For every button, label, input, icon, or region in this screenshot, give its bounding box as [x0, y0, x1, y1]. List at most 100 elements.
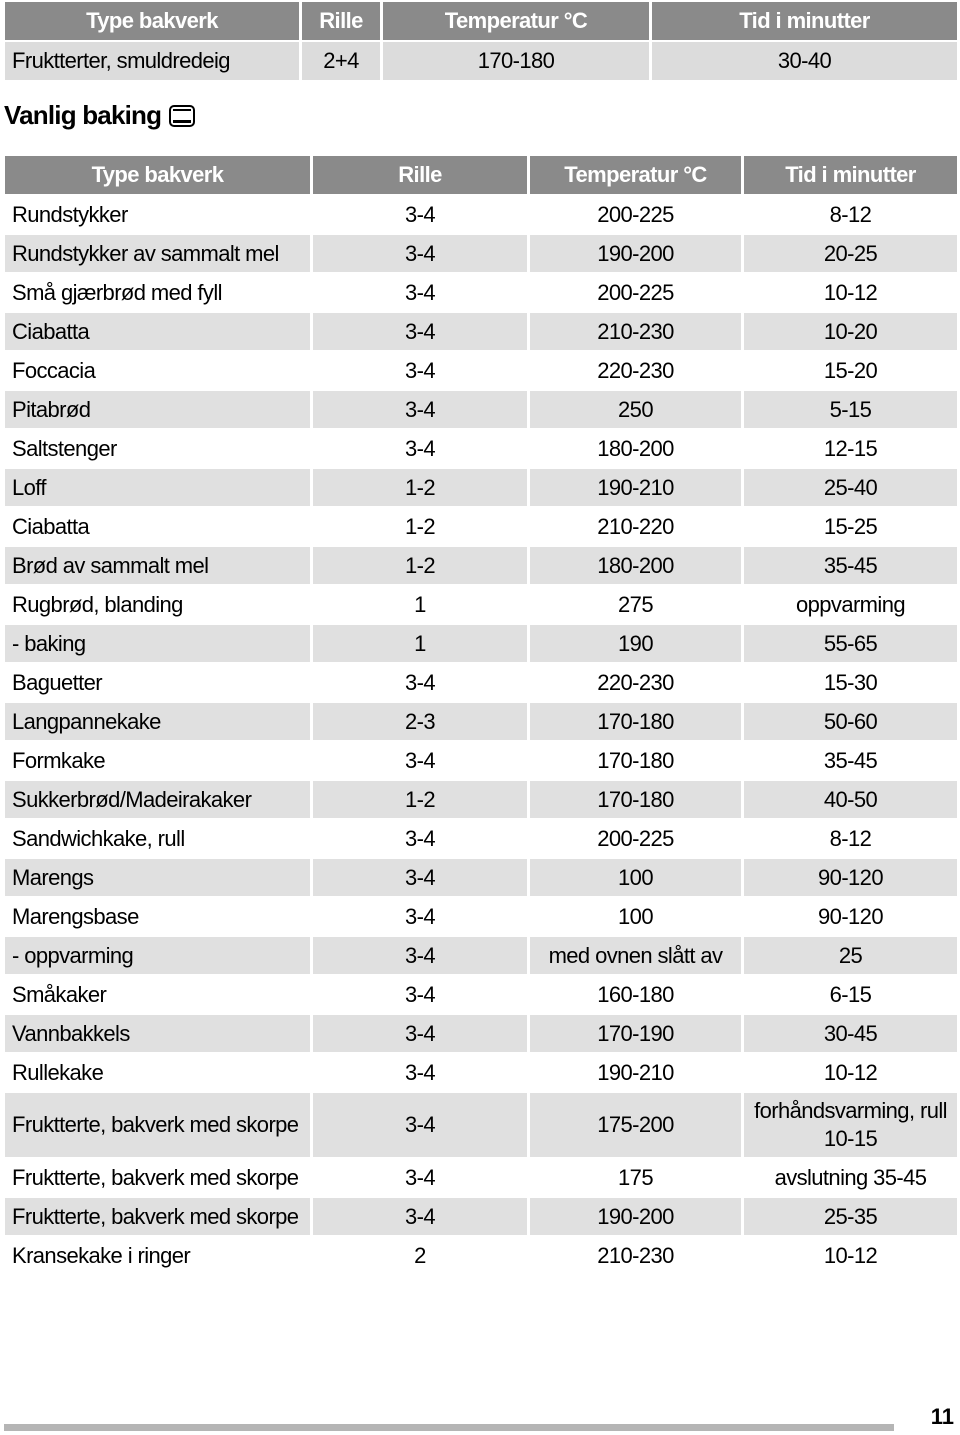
cell-temperature: 200-225 [530, 820, 741, 857]
cell-time: 40-50 [744, 781, 957, 818]
cell-temperature: 220-230 [530, 352, 741, 389]
cell-temperature: 250 [530, 391, 741, 428]
cell-type: Ciabatta [5, 508, 310, 545]
cell-type: - baking [5, 625, 310, 662]
cell-rille: 3-4 [313, 313, 527, 350]
cell-time: 20-25 [744, 235, 957, 272]
cell-temperature: 180-200 [530, 430, 741, 467]
cell-temperature: 160-180 [530, 976, 741, 1013]
cell-time: 6-15 [744, 976, 957, 1013]
cell-time: 55-65 [744, 625, 957, 662]
cell-type: Pitabrød [5, 391, 310, 428]
cell-rille: 3-4 [313, 1093, 527, 1157]
cell-time: 5-15 [744, 391, 957, 428]
cell-time: 12-15 [744, 430, 957, 467]
table-header-row: Type bakverk Rille Temperatur °C Tid i m… [5, 2, 957, 40]
header-temperature: Temperatur °C [383, 2, 649, 40]
footer-rule [4, 1424, 894, 1431]
cell-time: 25-40 [744, 469, 957, 506]
cell-time: 10-12 [744, 1237, 957, 1274]
table-row: Fruktterte, bakverk med skorpe 3-4 190-200… [5, 1198, 957, 1235]
cell-temperature: 170-190 [530, 1015, 741, 1052]
cell-time: 10-12 [744, 1054, 957, 1091]
cell-temperature: 210-230 [530, 313, 741, 350]
cell-time: 15-30 [744, 664, 957, 701]
cell-rille: 3-4 [313, 937, 527, 974]
cell-type: - oppvarming [5, 937, 310, 974]
cell-temperature: 175-200 [530, 1093, 741, 1157]
cell-temperature: 175 [530, 1159, 741, 1196]
table-row: Rullekake 3-4 190-210 10-12 [5, 1054, 957, 1091]
cell-type: Ciabatta [5, 313, 310, 350]
cell-rille: 3-4 [313, 274, 527, 311]
cell-rille: 3-4 [313, 1054, 527, 1091]
cell-temperature: 170-180 [530, 742, 741, 779]
cell-rille: 1 [313, 586, 527, 623]
cell-rille: 1 [313, 625, 527, 662]
cell-type: Kransekake i ringer [5, 1237, 310, 1274]
cell-type: Foccacia [5, 352, 310, 389]
cell-temperature: 275 [530, 586, 741, 623]
cell-type: Loff [5, 469, 310, 506]
table-row: Ciabatta 1-2 210-220 15-25 [5, 508, 957, 545]
table-row: Ciabatta 3-4 210-230 10-20 [5, 313, 957, 350]
table-row: Vannbakkels 3-4 170-190 30-45 [5, 1015, 957, 1052]
cell-type: Sukkerbrød/Madeirakaker [5, 781, 310, 818]
cell-time: forhåndsvarming, rull 10-15 [744, 1093, 957, 1157]
cell-time: 8-12 [744, 820, 957, 857]
cell-rille: 3-4 [313, 391, 527, 428]
cell-temperature: 210-230 [530, 1237, 741, 1274]
table-body: Rundstykker 3-4 200-225 8-12 Rundstykker av … [5, 196, 957, 1274]
cell-rille: 2+4 [302, 42, 380, 80]
table-row: Kransekake i ringer 2 210-230 10-12 [5, 1237, 957, 1274]
cell-time: 50-60 [744, 703, 957, 740]
cell-time: 90-120 [744, 898, 957, 935]
table-row: Rugbrød, blanding 1 275 oppvarming [5, 586, 957, 623]
cell-rille: 2-3 [313, 703, 527, 740]
cell-temperature: 100 [530, 859, 741, 896]
cell-temperature: 100 [530, 898, 741, 935]
cell-type: Brød av sammalt mel [5, 547, 310, 584]
cell-type: Småkaker [5, 976, 310, 1013]
cell-time: 8-12 [744, 196, 957, 233]
cell-time: 90-120 [744, 859, 957, 896]
table-header-row: Type bakverk Rille Temperatur °C Tid i m… [5, 156, 957, 194]
cell-time: 10-12 [744, 274, 957, 311]
header-temperature: Temperatur °C [530, 156, 741, 194]
cell-temperature: 190-210 [530, 469, 741, 506]
cell-rille: 3-4 [313, 235, 527, 272]
cell-rille: 2 [313, 1237, 527, 1274]
cell-type: Rullekake [5, 1054, 310, 1091]
cell-rille: 1-2 [313, 547, 527, 584]
cell-rille: 1-2 [313, 508, 527, 545]
cell-time: 15-20 [744, 352, 957, 389]
table-row: Loff 1-2 190-210 25-40 [5, 469, 957, 506]
cell-temperature: 190-200 [530, 1198, 741, 1235]
cell-type: Fruktterte, bakverk med skorpe [5, 1093, 310, 1157]
cell-rille: 3-4 [313, 352, 527, 389]
table-row: Små gjærbrød med fyll 3-4 200-225 10-12 [5, 274, 957, 311]
header-type: Type bakverk [5, 2, 299, 40]
cell-temperature: 200-225 [530, 196, 741, 233]
cell-time: 25-35 [744, 1198, 957, 1235]
cell-time: 35-45 [744, 742, 957, 779]
cell-type: Marengsbase [5, 898, 310, 935]
cell-rille: 3-4 [313, 196, 527, 233]
cell-type: Langpannekake [5, 703, 310, 740]
cell-type: Fruktterte, bakverk med skorpe [5, 1198, 310, 1235]
header-type: Type bakverk [5, 156, 310, 194]
top-baking-table: Type bakverk Rille Temperatur °C Tid i m… [2, 0, 960, 82]
cell-temperature: 190-200 [530, 235, 741, 272]
table-row: Rundstykker 3-4 200-225 8-12 [5, 196, 957, 233]
cell-temperature: 180-200 [530, 547, 741, 584]
table-row: Marengsbase 3-4 100 90-120 [5, 898, 957, 935]
cell-type: Vannbakkels [5, 1015, 310, 1052]
cell-temperature: 200-225 [530, 274, 741, 311]
cell-temperature: 170-180 [383, 42, 649, 80]
cell-rille: 3-4 [313, 976, 527, 1013]
oven-top-bottom-heat-icon [169, 104, 196, 127]
cell-time: 30-40 [652, 42, 957, 80]
section-title-text: Vanlig baking [4, 100, 162, 130]
cell-type: Baguetter [5, 664, 310, 701]
table-row: Foccacia 3-4 220-230 15-20 [5, 352, 957, 389]
